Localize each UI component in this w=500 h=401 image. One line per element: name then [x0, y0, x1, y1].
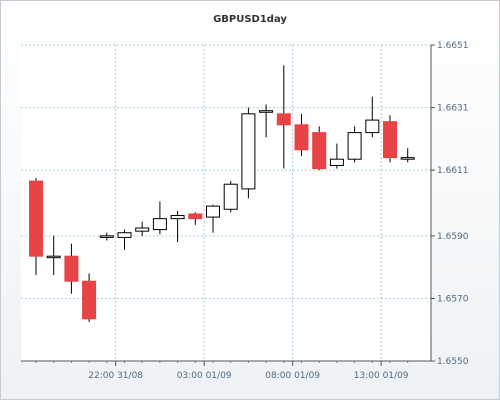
candle — [188, 212, 203, 225]
candle-body-up — [347, 132, 362, 160]
candle-body-down — [276, 113, 291, 126]
candle-body-down — [64, 255, 79, 282]
axes: 1.6550 1.6570 1.6590 1.6611 1.6631 1.6651 22:0… — [21, 41, 469, 381]
candle — [276, 65, 291, 169]
candle — [99, 232, 114, 241]
candle-body-up — [400, 157, 415, 160]
candle — [152, 201, 167, 235]
candle — [117, 229, 132, 250]
y-tick-label: 1.6611 — [437, 166, 469, 176]
candle-body-down — [29, 180, 43, 257]
candle — [259, 104, 274, 138]
y-tick-label: 1.6550 — [437, 357, 469, 367]
candle — [206, 204, 220, 233]
candle-body-up — [170, 215, 185, 220]
candle — [383, 115, 397, 163]
candle — [46, 235, 61, 275]
candle — [294, 113, 309, 157]
candle — [400, 148, 415, 163]
candle-body-up — [135, 227, 150, 232]
y-tick-label: 1.6570 — [437, 294, 469, 304]
candle-body-up — [241, 113, 256, 190]
candles — [29, 65, 415, 322]
candle — [64, 243, 79, 294]
candle-body-up — [46, 255, 61, 259]
candle-body-down — [383, 121, 397, 159]
candle — [29, 177, 43, 275]
y-tick-label: 1.6590 — [437, 232, 469, 242]
candle-body-up — [152, 218, 167, 231]
y-tick-label: 1.6651 — [437, 41, 469, 51]
candle — [329, 143, 344, 169]
candle — [365, 96, 380, 138]
candle-body-down — [294, 124, 309, 151]
candle — [347, 126, 362, 163]
candle-body-up — [365, 119, 380, 134]
candle-body-up — [117, 232, 132, 238]
chart-title: GBPUSD1day — [213, 14, 287, 25]
candle-body-up — [259, 110, 274, 113]
candle — [241, 107, 256, 199]
candle — [82, 273, 97, 322]
candle — [312, 126, 327, 171]
x-tick-label: 22:00 31/08 — [88, 371, 143, 381]
candle — [135, 221, 150, 236]
candle — [170, 210, 185, 243]
candle — [223, 181, 238, 213]
x-tick-label: 13:00 01/09 — [354, 371, 409, 381]
y-tick-label: 1.6631 — [437, 104, 469, 114]
candle-body-down — [188, 213, 203, 220]
candle-body-down — [312, 132, 327, 170]
candle-body-up — [206, 205, 220, 218]
candle-body-up — [223, 183, 238, 210]
x-tick-label: 08:00 01/09 — [265, 371, 320, 381]
candle-body-up — [329, 158, 344, 166]
x-tick-label: 03:00 01/09 — [177, 371, 232, 381]
candle-body-down — [82, 280, 97, 320]
candle-body-up — [99, 235, 114, 238]
